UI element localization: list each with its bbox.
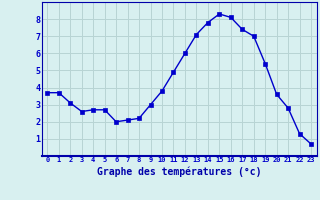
X-axis label: Graphe des températures (°c): Graphe des températures (°c) xyxy=(97,166,261,177)
